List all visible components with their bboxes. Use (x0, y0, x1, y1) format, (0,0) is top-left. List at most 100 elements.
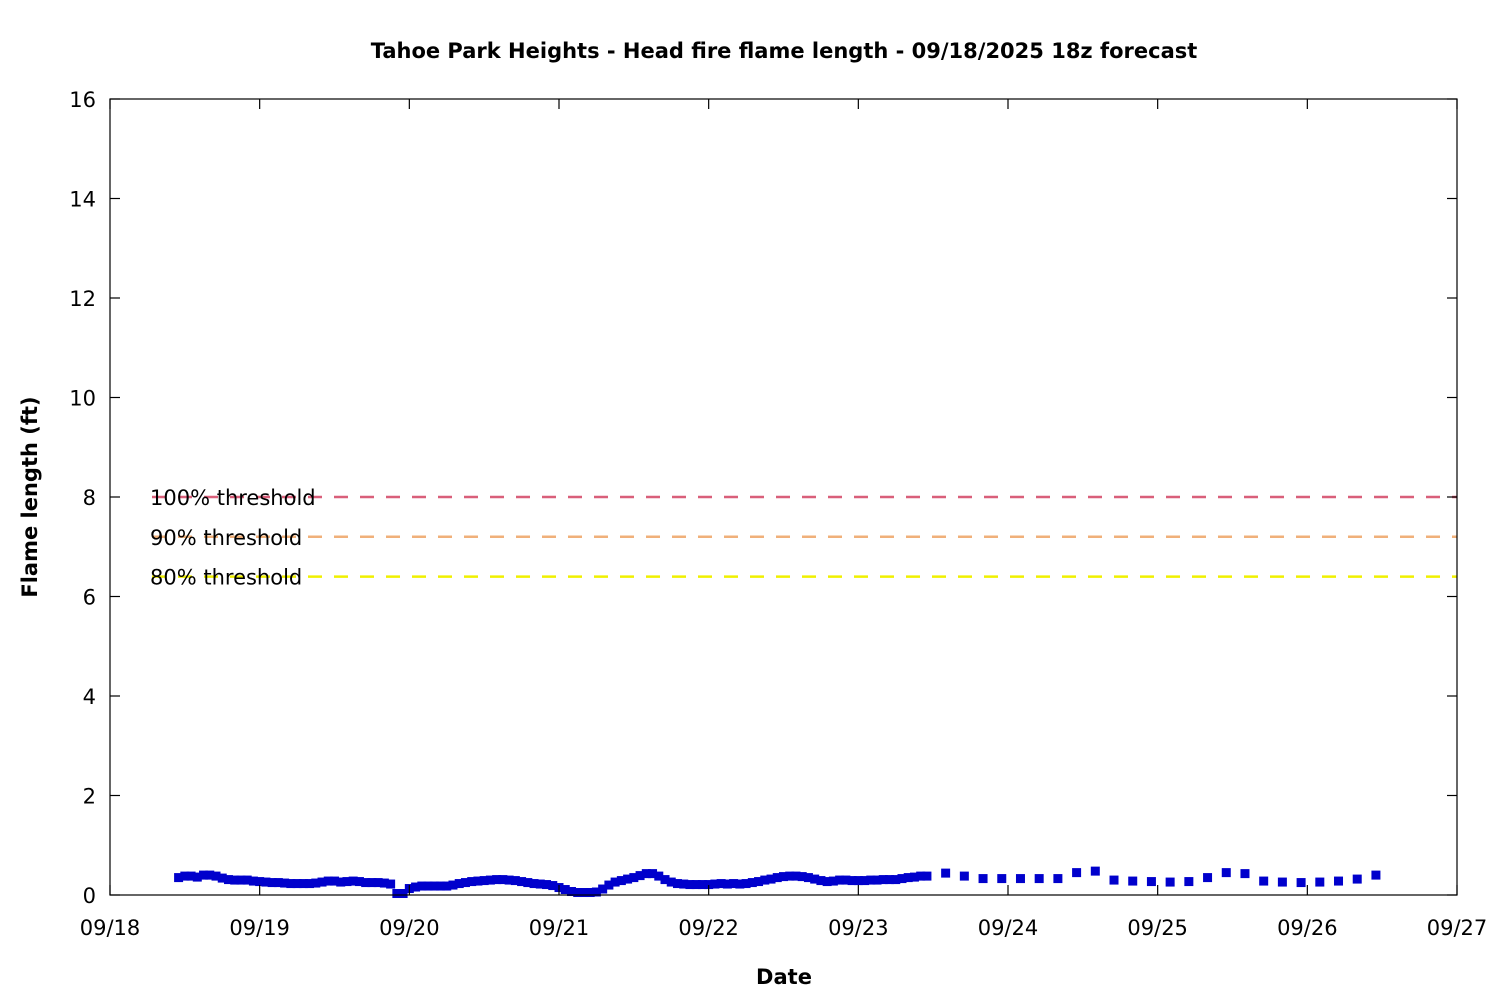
data-point (903, 873, 913, 883)
data-point (317, 877, 327, 887)
data-point (1072, 868, 1082, 878)
data-point (342, 877, 352, 887)
data-point (354, 877, 364, 887)
data-point (722, 879, 732, 889)
data-point (841, 875, 851, 885)
data-point (1165, 877, 1175, 887)
data-point (610, 877, 620, 887)
y-axis-label: Flame length (ft) (18, 396, 42, 597)
x-tick-label: 09/24 (978, 916, 1039, 940)
data-point (311, 878, 321, 888)
x-tick-label: 09/25 (1127, 916, 1188, 940)
data-point (192, 872, 202, 882)
plot-frame (109, 98, 1458, 896)
data-point (878, 875, 888, 885)
data-point (885, 875, 895, 885)
y-tick-label: 6 (83, 586, 96, 610)
data-point (666, 877, 676, 887)
data-point (323, 876, 333, 886)
data-point (729, 879, 739, 889)
data-point (629, 873, 639, 883)
data-point (591, 887, 601, 897)
data-point (205, 870, 215, 880)
data-point (604, 880, 614, 890)
data-point (223, 875, 233, 885)
data-point (672, 879, 682, 889)
data-point (373, 878, 383, 888)
data-point (199, 870, 209, 880)
data-point (710, 879, 720, 889)
data-point (523, 878, 533, 888)
data-point (598, 884, 608, 894)
data-point (573, 888, 583, 898)
y-tick-label: 0 (83, 884, 96, 908)
data-point (386, 879, 396, 889)
data-point (828, 876, 838, 886)
data-point (436, 881, 446, 891)
y-tick-label: 4 (83, 685, 96, 709)
data-point (1034, 874, 1044, 884)
data-point (348, 876, 358, 886)
chart-title: Tahoe Park Heights - Head fire flame len… (371, 39, 1198, 63)
data-point (280, 878, 290, 888)
x-tick-label: 09/26 (1277, 916, 1338, 940)
data-point (1184, 877, 1194, 887)
data-point (1277, 877, 1287, 887)
threshold-label: 100% threshold (150, 486, 316, 510)
y-tick-label: 2 (83, 785, 96, 809)
data-point (529, 879, 539, 889)
data-point (286, 879, 296, 889)
data-point (1090, 866, 1100, 876)
data-point (847, 876, 857, 886)
data-point (916, 871, 926, 881)
data-point (467, 877, 477, 887)
data-point (641, 869, 651, 879)
data-point (822, 877, 832, 887)
data-point (535, 879, 545, 889)
data-point (754, 877, 764, 887)
data-point (623, 874, 633, 884)
data-point (585, 888, 595, 898)
data-point (510, 876, 520, 886)
data-point (1109, 875, 1119, 885)
data-point (648, 869, 658, 879)
data-point (174, 873, 184, 883)
data-point (1053, 874, 1063, 884)
data-point (492, 875, 502, 885)
data-point (978, 874, 988, 884)
data-point (398, 889, 408, 899)
data-point (336, 877, 346, 887)
data-point (423, 881, 433, 891)
data-point (1203, 873, 1213, 883)
data-point (305, 879, 315, 889)
data-point (479, 876, 489, 886)
data-point (504, 875, 514, 885)
data-point (211, 871, 221, 881)
data-point (997, 874, 1007, 884)
data-point (448, 880, 458, 890)
data-point (741, 879, 751, 889)
data-point (853, 876, 863, 886)
data-point (897, 874, 907, 884)
data-point (791, 871, 801, 881)
data-point (485, 875, 495, 885)
data-point (429, 881, 439, 891)
data-point (1015, 874, 1025, 884)
data-point (517, 877, 527, 887)
data-point (816, 876, 826, 886)
data-point (498, 875, 508, 885)
data-point (367, 878, 377, 888)
data-point (542, 880, 552, 890)
data-point (566, 887, 576, 897)
data-point (292, 879, 302, 889)
data-point (298, 879, 308, 889)
data-point (785, 871, 795, 881)
y-tick-label: 8 (83, 486, 96, 510)
data-point (654, 871, 664, 881)
data-point (810, 874, 820, 884)
data-point (704, 880, 714, 890)
data-point (261, 877, 271, 887)
data-point (267, 878, 277, 888)
x-axis-label: Date (756, 965, 812, 989)
x-tick-label: 09/21 (529, 916, 590, 940)
